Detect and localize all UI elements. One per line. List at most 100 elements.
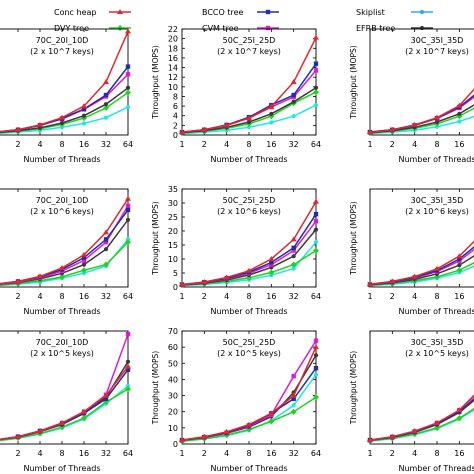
x-tick-label: 1	[367, 449, 372, 458]
y-tick-label: 8	[173, 92, 178, 101]
data-point-conc-heap	[223, 274, 230, 280]
data-point-conc-heap	[103, 79, 109, 84]
y-tick-label: 10	[168, 424, 178, 433]
x-tick-label: 32	[289, 449, 299, 458]
y-tick-label: 5	[173, 269, 178, 278]
y-tick-label: 25	[168, 213, 178, 222]
x-tick-label: 1	[367, 292, 372, 301]
x-tick-label: 64	[123, 449, 133, 458]
panel-subtitle: (2 x 10^5 keys)	[30, 349, 94, 358]
data-point-efrb-tree	[246, 119, 252, 125]
x-tick-label: 16	[266, 140, 276, 149]
series-line-dvy-tree	[0, 388, 129, 442]
x-axis-label: Number of Threads	[23, 307, 100, 316]
data-point-efrb-tree	[125, 85, 131, 90]
chart-panel-4: 124816326470C_20I_10D(2 x 10^6 keys)Numb…	[0, 188, 133, 316]
data-point-cvm-tree	[269, 262, 274, 267]
data-point-conc-heap	[103, 229, 109, 235]
x-tick-label: 2	[202, 140, 207, 149]
x-tick-label: 1	[179, 140, 184, 149]
data-point-dvy-tree	[456, 267, 463, 274]
data-point-cvm-tree	[291, 374, 296, 379]
x-tick-label: 4	[224, 140, 229, 149]
data-point-dvy-tree	[81, 267, 87, 274]
x-tick-label: 16	[454, 292, 464, 301]
data-point-dvy-tree	[268, 269, 275, 276]
x-tick-label: 32	[101, 292, 111, 301]
data-point-cvm-tree	[313, 68, 319, 73]
x-tick-label: 4	[224, 449, 229, 458]
data-point-conc-heap	[81, 103, 87, 109]
x-tick-label: 16	[79, 292, 89, 301]
data-point-conc-heap	[125, 195, 131, 201]
chart-panel-5: 1 2 4 8 16 32 64 0 5 10 15 20 25 30 35 50C_25I_25D (2 x …	[151, 185, 321, 316]
legend-label-conc-heap: Conc heap	[54, 8, 96, 17]
data-point-efrb-tree	[313, 227, 319, 232]
x-axis-label: Number of Threads	[398, 464, 474, 473]
x-tick-label: 8	[59, 140, 64, 149]
data-point-conc-heap	[201, 433, 208, 439]
data-point-dvy-tree	[125, 89, 131, 96]
data-point-cyan	[246, 125, 252, 130]
data-point-conc-heap	[411, 121, 418, 127]
x-tick-label: 2	[15, 292, 20, 301]
x-tick-label: 4	[224, 292, 229, 301]
data-point-cvm-tree	[313, 219, 319, 224]
chart-panel-7: 124816326470C_20I_10D(2 x 10^5 keys)Numb…	[0, 330, 133, 473]
panel-title: 70C_20I_10D	[36, 338, 89, 347]
x-tick-label: 1	[179, 292, 184, 301]
data-point-efrb-tree	[269, 111, 274, 116]
y-tick-label: 10	[168, 255, 178, 264]
legend-label-efrb-tree: EFRB tree	[356, 24, 395, 33]
y-axis-label: Throughput (MOPS)	[349, 45, 358, 120]
data-point-bcco-tree	[291, 92, 296, 98]
data-point-dvy-tree	[290, 408, 297, 415]
y-axis-label: Throughput (MOPS)	[151, 201, 160, 276]
data-point-dvy-tree	[313, 89, 319, 96]
chart-panel-1: 124816326470C_20I_10D(2 x 10^7 keys)Numb…	[0, 28, 133, 164]
data-point-dvy-tree	[434, 273, 440, 280]
panel-title: 30C_35I_35D	[411, 338, 464, 347]
panel-title: 70C_20I_10D	[36, 196, 89, 205]
series-line-conc-heap	[369, 395, 474, 441]
data-point-efrb-tree	[457, 263, 462, 268]
panel-subtitle: (2 x 10^6 keys)	[405, 207, 469, 216]
x-tick-label: 8	[59, 449, 64, 458]
data-point-efrb-tree	[81, 262, 87, 267]
x-tick-label: 16	[79, 140, 89, 149]
y-tick-label: 15	[168, 241, 178, 250]
data-point-efrb-tree	[81, 113, 87, 118]
x-tick-label: 16	[266, 449, 276, 458]
y-axis-label: Throughput (MOPS)	[151, 45, 160, 120]
data-point-cyan	[313, 103, 319, 108]
data-point-cyan	[457, 119, 462, 124]
data-point-conc-heap	[37, 428, 43, 434]
data-point-conc-heap	[59, 114, 65, 120]
data-point-conc-heap	[246, 421, 252, 427]
data-point-efrb-tree	[434, 119, 440, 125]
y-tick-label: 35	[168, 185, 178, 194]
y-tick-label: 50	[168, 359, 178, 368]
data-point-conc-heap	[223, 122, 230, 128]
x-tick-label: 64	[311, 140, 321, 149]
y-axis-label: Throughput (MOPS)	[349, 201, 358, 276]
data-point-bcco-tree	[291, 245, 296, 250]
panel-subtitle: (2 x 10^7 keys)	[30, 47, 94, 56]
data-point-conc-heap	[179, 129, 185, 135]
series-line-dvy-tree	[181, 396, 317, 442]
data-point-conc-heap	[367, 436, 373, 442]
y-tick-label: 6	[173, 102, 178, 111]
chart-panel-3: 124816326430C_35I_35D(2 x 10^7 keys)Numb…	[349, 28, 474, 164]
data-point-conc-heap	[434, 265, 440, 271]
panel-subtitle: (2 x 10^5 keys)	[405, 349, 469, 358]
plot-frame	[369, 330, 474, 445]
data-point-conc-heap	[59, 420, 65, 426]
y-tick-label: 2	[173, 121, 178, 130]
x-tick-label: 32	[101, 449, 111, 458]
series-line-conc-heap	[0, 366, 129, 441]
data-point-conc-heap	[290, 79, 297, 84]
data-point-cyan	[291, 266, 296, 271]
x-axis-label: Number of Threads	[23, 464, 100, 473]
data-point-cyan	[81, 121, 87, 126]
x-tick-label: 2	[15, 140, 20, 149]
